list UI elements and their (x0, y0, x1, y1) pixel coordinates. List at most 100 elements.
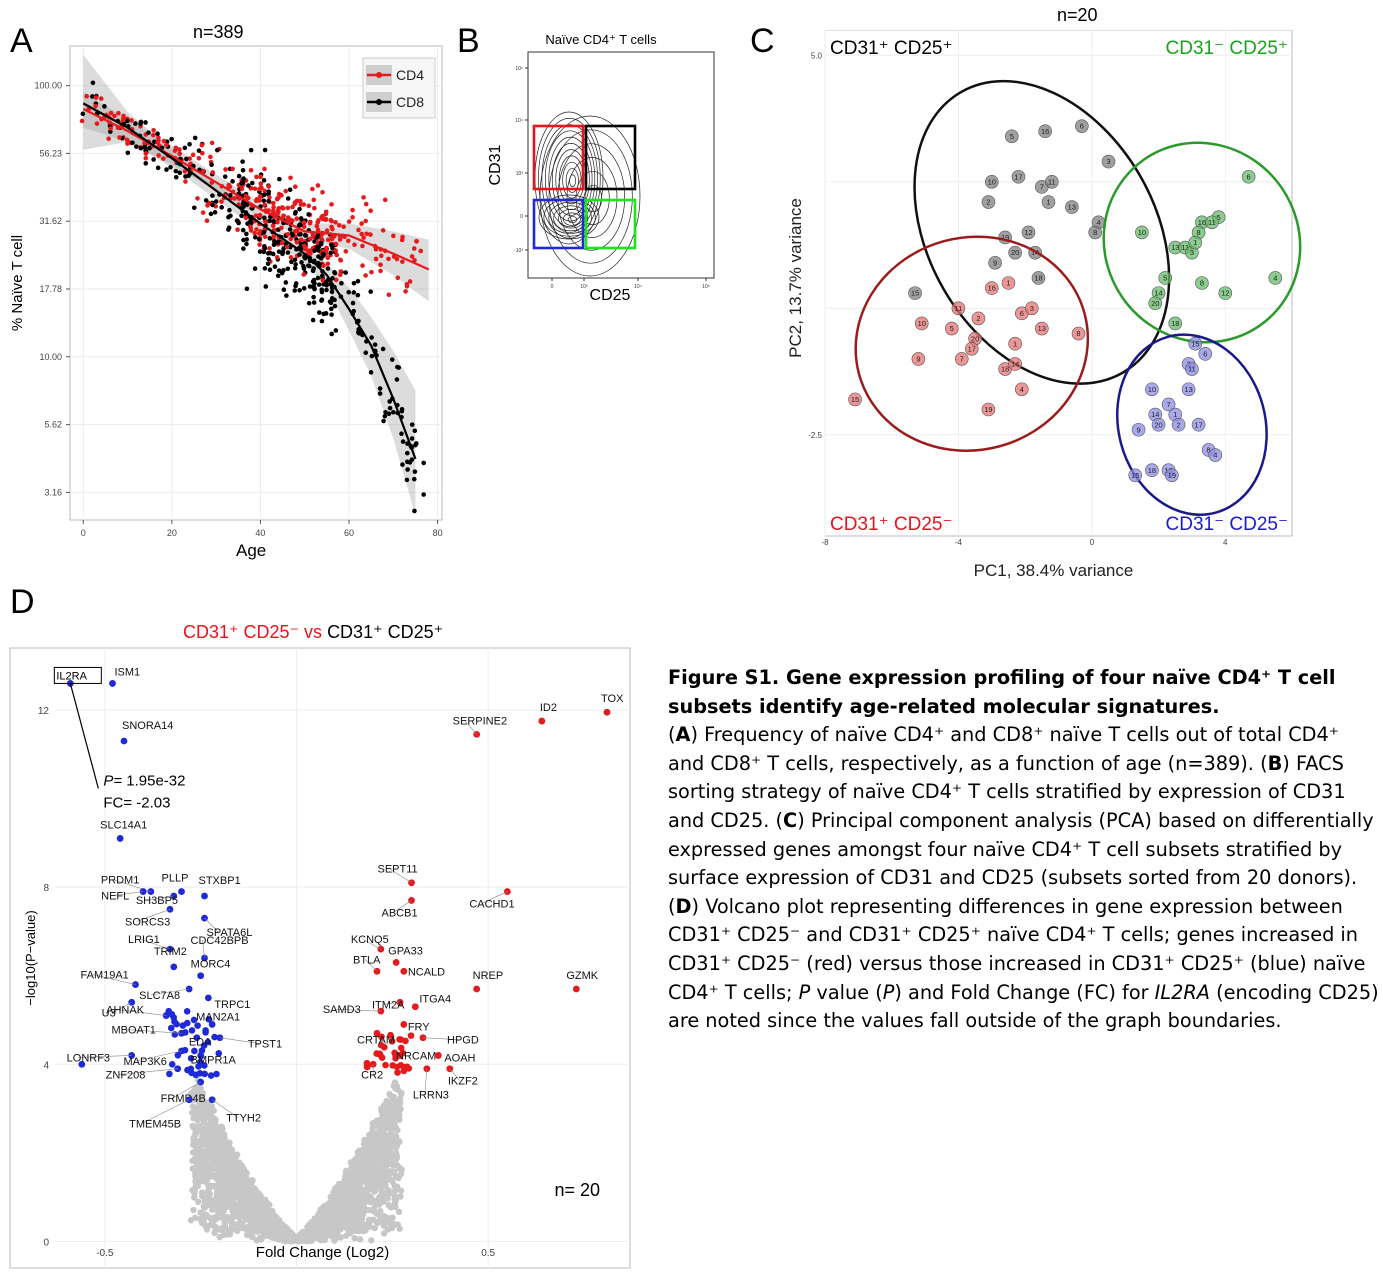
data-point-cd4 (288, 236, 294, 242)
pca-sample-point (1208, 448, 1223, 462)
non-significant-gene-point (360, 1202, 367, 1209)
data-point-cd8 (151, 157, 156, 162)
gene-label: BMPR1A (191, 1054, 237, 1066)
pca-sample-label: 7 (1166, 400, 1170, 409)
data-point-cd4 (345, 238, 351, 244)
facs-y-tick-label: 0 (520, 214, 523, 220)
data-point-cd4 (248, 225, 254, 231)
data-point-cd8 (289, 259, 294, 265)
up-gene-point (378, 1054, 386, 1061)
non-significant-gene-point (376, 1214, 384, 1221)
data-point-cd4 (200, 150, 205, 156)
non-significant-gene-point (331, 1227, 338, 1234)
data-point-cd8 (351, 308, 357, 314)
panel-d-title-black: CD31⁺ CD25⁺ (327, 622, 444, 642)
non-significant-gene-point (206, 1146, 213, 1154)
pca-sample-label: 20 (971, 334, 979, 343)
gene-label-leader (464, 720, 477, 735)
y-tick-label: 3.16 (44, 487, 62, 497)
data-point-cd8 (412, 428, 418, 434)
data-point-cd8 (404, 450, 410, 456)
data-point-cd8 (409, 436, 415, 441)
data-point-cd8 (209, 162, 214, 168)
down-gene-point (183, 1019, 191, 1027)
non-significant-gene-point (391, 1137, 399, 1144)
data-point-cd8 (387, 399, 392, 404)
gene-label: MAN2A1 (196, 1011, 240, 1023)
caption-italic-p: P (798, 980, 811, 1004)
data-point-cd4 (292, 201, 298, 206)
non-significant-gene-point (335, 1193, 342, 1201)
data-point-cd4 (275, 219, 280, 225)
data-point-cd4 (106, 136, 111, 141)
data-point-cd4 (333, 241, 339, 247)
gene-label: GPA33 (388, 945, 423, 957)
volcano-y-axis-title: −log10(P−value) (23, 910, 38, 1005)
data-point-cd8 (262, 192, 267, 198)
gene-label: SLC7A8 (139, 990, 180, 1002)
volcano-x-tick-label: 0.5 (481, 1248, 495, 1259)
down-gene-point (197, 1078, 205, 1086)
pca-sample-label: 10 (988, 177, 996, 186)
gene-label-leader (364, 959, 378, 972)
data-point-cd4 (200, 168, 206, 174)
il2ra-fold-change: FC= -2.03 (103, 794, 170, 811)
gene-label: SERPINE2 (453, 715, 507, 727)
non-significant-gene-point (189, 1109, 196, 1116)
data-point-cd8 (290, 232, 295, 238)
non-significant-gene-point (198, 1193, 206, 1200)
data-point-cd4 (267, 195, 272, 200)
pca-sample-label: 7 (960, 355, 964, 364)
pca-sample-point (1161, 397, 1176, 412)
plot-area (69, 45, 443, 521)
data-point-cd8 (421, 492, 426, 497)
non-significant-gene-point (317, 1215, 324, 1223)
non-significant-gene-point (199, 1161, 206, 1168)
data-point-cd8 (280, 249, 286, 255)
data-point-cd8 (265, 251, 271, 256)
non-significant-gene-point (332, 1217, 339, 1225)
data-point-cd8 (143, 161, 149, 166)
non-significant-gene-point (351, 1193, 359, 1201)
pca-sample-label: 11 (1208, 218, 1216, 227)
data-point-cd8 (346, 289, 352, 295)
data-point-cd4 (254, 197, 260, 202)
non-significant-gene-point (396, 1111, 403, 1119)
data-point-cd4 (288, 175, 293, 181)
non-significant-gene-point (326, 1199, 334, 1207)
non-significant-gene-point (197, 1209, 204, 1216)
data-point-cd4 (257, 186, 262, 192)
non-significant-gene-point (347, 1172, 354, 1179)
data-point-cd8 (262, 147, 268, 153)
gene-label-leader (204, 917, 219, 933)
non-significant-gene-point (228, 1214, 235, 1221)
non-significant-gene-point (382, 1189, 389, 1197)
facs-contour (541, 124, 598, 233)
non-significant-gene-point (270, 1232, 277, 1240)
data-point-cd4 (226, 182, 232, 188)
data-point-cd4 (320, 189, 325, 195)
data-point-cd4 (209, 140, 215, 146)
gene-label: PLLP (162, 873, 189, 885)
data-point-cd4 (129, 118, 134, 123)
fit-line-cd4 (82, 108, 430, 271)
data-point-cd8 (319, 287, 325, 292)
data-point-cd4 (356, 227, 361, 233)
data-point-cd4 (307, 236, 313, 242)
caption-text: ) FACS sorting strategy of naïve CD4⁺ T … (668, 751, 1346, 832)
data-point-cd4 (386, 292, 392, 298)
data-point-cd4 (98, 96, 104, 101)
data-point-cd8 (208, 211, 214, 217)
data-point-cd8 (236, 173, 242, 179)
data-point-cd8 (186, 173, 191, 179)
down-gene-point (207, 1072, 215, 1079)
non-significant-gene-point (192, 1214, 199, 1221)
data-point-cd8 (284, 293, 289, 298)
data-point-cd8 (281, 287, 287, 293)
pca-sample-point (1151, 417, 1166, 432)
data-point-cd4 (177, 151, 182, 156)
data-point-cd4 (337, 272, 343, 277)
data-point-cd4 (301, 220, 307, 225)
non-significant-gene-point (191, 1131, 199, 1139)
data-point-cd8 (314, 244, 320, 250)
